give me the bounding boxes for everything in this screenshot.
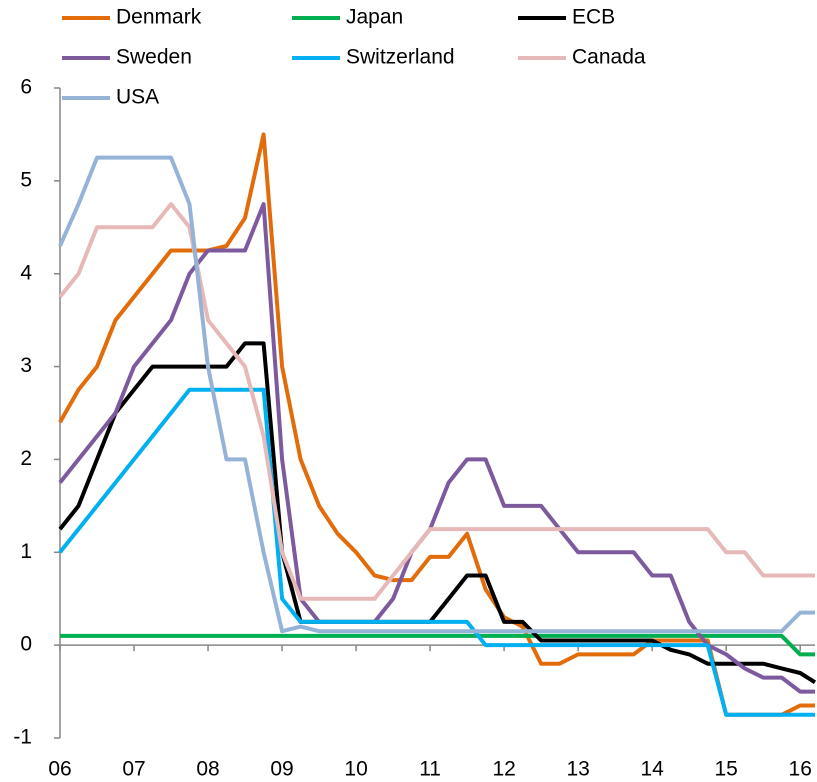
x-tick-label: 10 <box>344 758 367 781</box>
legend-label: ECB <box>572 6 615 29</box>
x-tick-label: 06 <box>48 758 71 781</box>
x-tick-label: 13 <box>566 758 589 781</box>
y-tick-label: 5 <box>20 168 32 191</box>
legend-label: Japan <box>346 6 403 29</box>
series-line <box>58 387 815 717</box>
legend-label: Switzerland <box>346 46 455 69</box>
x-tick-label: 11 <box>419 758 441 781</box>
y-tick-label: -1 <box>13 726 32 749</box>
x-tick-label: 16 <box>789 758 812 781</box>
series-line <box>58 202 815 694</box>
x-tick-label: 07 <box>122 758 145 781</box>
x-tick-label: 08 <box>196 758 219 781</box>
x-tick-label: 15 <box>714 758 737 781</box>
y-tick-label: 6 <box>20 76 32 99</box>
series-line <box>58 155 815 634</box>
y-tick-label: 0 <box>20 633 32 656</box>
y-tick-label: 4 <box>20 261 32 284</box>
x-tick-label: 12 <box>492 758 515 781</box>
series-line <box>58 202 815 601</box>
series-line <box>58 132 815 717</box>
legend-label: Denmark <box>116 6 202 29</box>
series-line <box>58 341 817 684</box>
legend-label: USA <box>116 86 159 109</box>
legend-label: Sweden <box>116 46 192 69</box>
x-tick-label: 14 <box>640 758 664 781</box>
y-tick-label: 2 <box>20 447 32 470</box>
legend-label: Canada <box>572 46 646 69</box>
y-tick-label: 1 <box>20 540 32 563</box>
series-line <box>60 633 815 657</box>
x-tick-label: 09 <box>270 758 293 781</box>
y-tick-label: 3 <box>20 354 32 377</box>
